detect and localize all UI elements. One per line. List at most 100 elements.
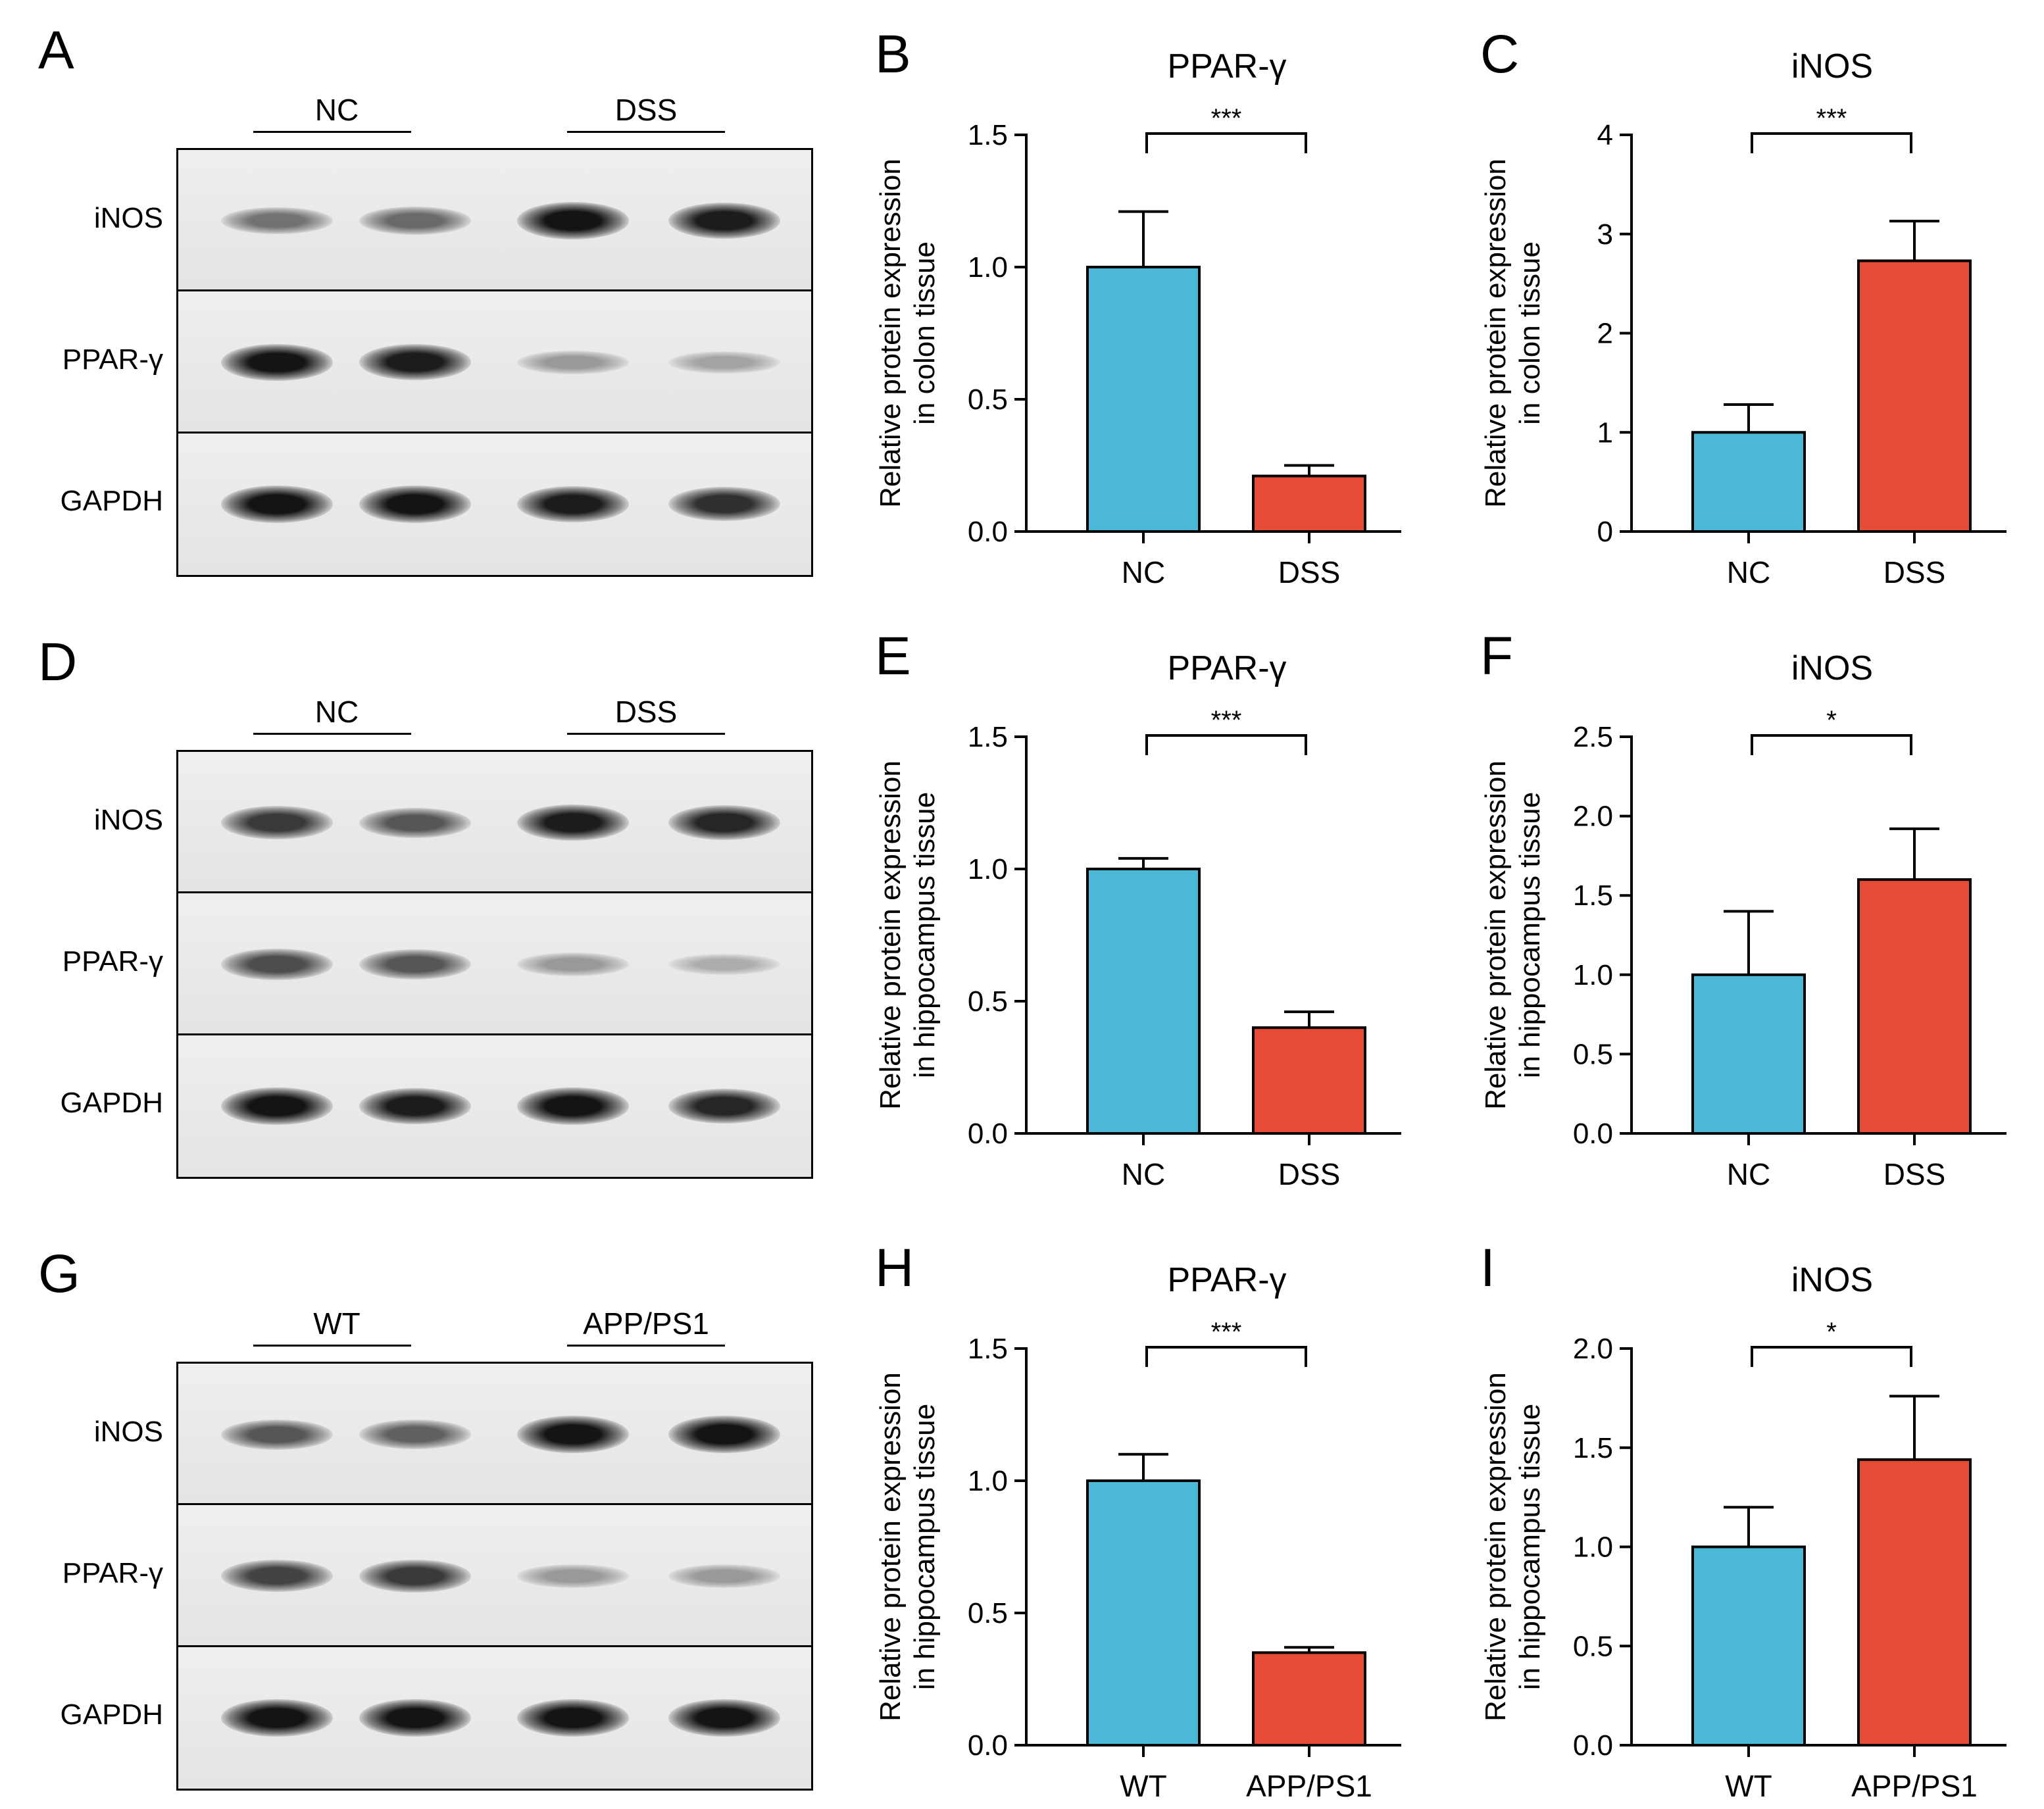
y-tick-label: 1.5 xyxy=(968,119,1008,151)
panel-letter: E xyxy=(875,626,911,686)
protein-band xyxy=(517,1699,629,1737)
group-line xyxy=(253,131,411,133)
western-blot-panel-a: A NC DSS iNOS PPAR-γ GAPDH xyxy=(0,0,829,592)
y-tick-label: 1.0 xyxy=(1573,959,1613,991)
y-tick-label: 0.0 xyxy=(968,1729,1008,1762)
y-tick-label: 0.5 xyxy=(968,985,1008,1018)
group-label: DSS xyxy=(614,695,678,729)
panel-letter: A xyxy=(38,20,74,80)
protein-band xyxy=(221,207,333,235)
y-tick-label: 0.0 xyxy=(1573,1118,1613,1150)
protein-label: iNOS xyxy=(93,803,163,836)
protein-band xyxy=(668,1416,780,1453)
protein-band xyxy=(359,344,471,381)
y-tick-label: 4 xyxy=(1597,119,1613,151)
group-line xyxy=(567,733,725,735)
chart-title: iNOS xyxy=(1791,47,1873,86)
bar xyxy=(1857,1458,1972,1747)
significance-bracket xyxy=(1751,734,1912,755)
protein-band xyxy=(668,1088,780,1124)
group-line xyxy=(567,1345,725,1347)
blot-strip xyxy=(178,1035,811,1177)
y-tick-label: 0.5 xyxy=(968,384,1008,416)
panel-letter: B xyxy=(875,24,911,84)
blot-strip xyxy=(178,1505,811,1647)
protein-band xyxy=(517,1564,629,1588)
protein-band xyxy=(517,953,629,976)
blot-membrane xyxy=(176,750,813,1179)
protein-band xyxy=(517,485,629,522)
western-blot-panel-d: D NC DSS iNOS PPAR-γ GAPDH xyxy=(0,602,829,1194)
protein-band xyxy=(668,487,780,522)
protein-label: PPAR-γ xyxy=(62,945,163,978)
y-tick-label: 1.0 xyxy=(968,853,1008,885)
y-tick-label: 2.0 xyxy=(1573,801,1613,833)
chart-title: PPAR-γ xyxy=(1167,1261,1286,1299)
x-tick-label: APP/PS1 xyxy=(1246,1769,1372,1803)
protein-band xyxy=(221,806,333,839)
x-tick-label: DSS xyxy=(1883,555,1946,589)
protein-band xyxy=(221,1419,333,1450)
chart-title: PPAR-γ xyxy=(1167,649,1286,687)
protein-band xyxy=(221,1087,333,1125)
chart-title: iNOS xyxy=(1791,1261,1873,1299)
x-tick-label: WT xyxy=(1120,1769,1167,1803)
y-tick-label: 0.5 xyxy=(968,1597,1008,1629)
x-tick-label: APP/PS1 xyxy=(1851,1769,1978,1803)
significance-bracket xyxy=(1145,1346,1307,1367)
x-tick-label: DSS xyxy=(1278,1157,1341,1191)
protein-band xyxy=(668,1564,780,1588)
y-axis-label: in hippocampus tissue xyxy=(909,1404,941,1690)
y-tick-label: 2.5 xyxy=(1573,721,1613,753)
blot-strip xyxy=(178,433,811,575)
protein-band xyxy=(517,351,629,374)
significance-bracket xyxy=(1751,132,1912,153)
y-tick-label: 0 xyxy=(1597,516,1613,548)
bar-chart-h: H PPAR-γ Relative protein expression in hip… xyxy=(874,1238,1401,1803)
protein-band xyxy=(221,1560,333,1593)
protein-band xyxy=(359,807,471,838)
y-tick-label: 1.5 xyxy=(968,1333,1008,1365)
significance-label: *** xyxy=(1211,1318,1242,1347)
protein-label: GAPDH xyxy=(60,485,163,518)
group-line xyxy=(567,131,725,133)
y-tick-label: 1.5 xyxy=(1573,1432,1613,1464)
panel-letter: G xyxy=(38,1244,80,1304)
protein-band xyxy=(517,805,629,841)
protein-label: PPAR-γ xyxy=(62,343,163,376)
protein-band xyxy=(668,1699,780,1737)
blot-strip xyxy=(178,291,811,434)
bar-chart-e: E PPAR-γ Relative protein expression in hip… xyxy=(874,626,1401,1191)
protein-band xyxy=(221,1698,333,1737)
panel-letter: C xyxy=(1480,24,1519,84)
panel-letter: I xyxy=(1480,1238,1495,1298)
y-axis-label: in colon tissue xyxy=(1514,241,1546,425)
y-tick-label: 1 xyxy=(1597,416,1613,449)
y-axis-label: Relative protein expression xyxy=(874,1372,907,1722)
significance-label: * xyxy=(1826,706,1837,735)
protein-band xyxy=(517,1087,629,1125)
panel-letter: D xyxy=(38,632,78,692)
y-tick-label: 1.0 xyxy=(968,1465,1008,1497)
y-axis-label: Relative protein expression xyxy=(1480,1372,1512,1722)
protein-band xyxy=(359,1420,471,1449)
protein-label: GAPDH xyxy=(60,1698,163,1731)
y-tick-label: 0.0 xyxy=(1573,1729,1613,1762)
x-tick-label: NC xyxy=(1727,555,1770,589)
bar xyxy=(1086,266,1201,533)
bar xyxy=(1857,878,1972,1135)
blot-strip xyxy=(178,1647,811,1789)
y-tick-label: 1.5 xyxy=(1573,880,1613,912)
protein-label: GAPDH xyxy=(60,1087,163,1120)
y-axis-label: in hippocampus tissue xyxy=(1514,1404,1546,1690)
x-tick-label: NC xyxy=(1122,1157,1165,1191)
blot-strip xyxy=(178,893,811,1035)
y-axis-label: Relative protein expression xyxy=(1480,159,1512,508)
group-label: NC xyxy=(314,695,359,729)
bar xyxy=(1252,1651,1366,1747)
protein-band xyxy=(359,1087,471,1124)
y-axis-label: Relative protein expression xyxy=(874,760,907,1110)
